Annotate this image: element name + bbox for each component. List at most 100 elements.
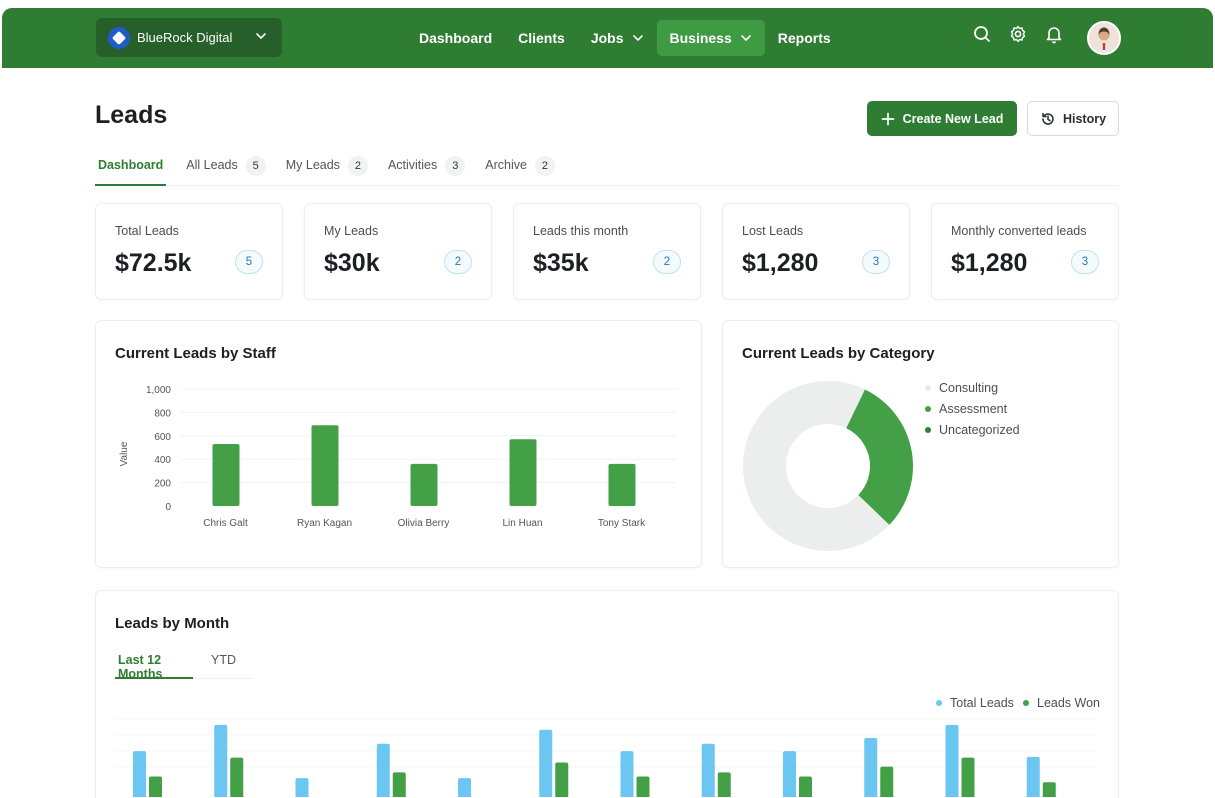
legend-dot — [925, 427, 931, 433]
bar — [392, 772, 406, 797]
x-tick-label: Olivia Berry — [398, 518, 450, 529]
donut-slice — [743, 381, 890, 551]
tab-activities[interactable]: Activities 3 — [387, 152, 466, 186]
legend-label: Uncategorized — [939, 423, 1020, 437]
bar — [509, 439, 537, 506]
main-nav: Dashboard Clients Jobs Business Reports — [406, 18, 844, 58]
month-chart-title: Leads by Month — [115, 615, 230, 632]
nav-dashboard[interactable]: Dashboard — [406, 20, 505, 56]
y-tick-label: 200 — [154, 479, 171, 490]
nav-business[interactable]: Business — [656, 20, 765, 56]
legend-label: Leads Won — [1037, 696, 1101, 710]
stat-label: Leads this month — [533, 224, 629, 238]
chevron-down-icon — [632, 35, 643, 42]
organization-switcher[interactable]: BlueRock Digital — [96, 18, 282, 57]
bell-icon[interactable] — [1044, 24, 1064, 44]
stat-badge: 2 — [653, 250, 681, 274]
category-chart-title: Current Leads by Category — [742, 345, 935, 362]
legend-item-uncategorized: Uncategorized — [925, 423, 1020, 437]
stat-badge: 3 — [862, 250, 890, 274]
bar — [799, 776, 812, 797]
stat-value: $30k — [324, 249, 380, 277]
stat-badge: 2 — [444, 250, 472, 274]
tab-count-badge: 5 — [245, 156, 266, 176]
tab-ytd[interactable]: YTD — [211, 653, 236, 667]
x-tick-label: Tony Stark — [598, 518, 646, 529]
bar — [620, 751, 634, 797]
tab-all-leads[interactable]: All Leads 5 — [186, 152, 266, 186]
bar — [230, 757, 244, 797]
x-tick-label: Lin Huan — [502, 518, 542, 529]
period-tabs: Last 12 Months YTD — [115, 649, 254, 681]
tab-last-12-months[interactable]: Last 12 Months — [115, 649, 193, 681]
leads-by-category-card: Current Leads by Category Consulting Ass… — [722, 320, 1119, 568]
legend-item-consulting: Consulting — [925, 381, 998, 395]
user-avatar[interactable] — [1087, 21, 1121, 55]
nav-clients[interactable]: Clients — [505, 20, 578, 56]
bar — [410, 463, 438, 506]
bar — [1042, 782, 1056, 797]
nav-jobs-label: Jobs — [590, 30, 624, 46]
history-button[interactable]: History — [1027, 101, 1119, 136]
stat-badge: 5 — [235, 250, 263, 274]
tab-dashboard[interactable]: Dashboard — [95, 152, 167, 186]
gear-icon[interactable] — [1008, 24, 1028, 44]
stat-card-leads-this-month: Leads this month $35k 2 — [513, 203, 701, 300]
bar — [636, 776, 650, 797]
tab-archive-label: Archive — [485, 158, 527, 172]
plus-icon — [881, 112, 894, 125]
legend-dot — [1023, 700, 1029, 706]
stat-value: $1,280 — [951, 249, 1028, 277]
tab-activities-label: Activities — [387, 158, 438, 172]
search-icon[interactable] — [972, 24, 992, 44]
staff-bar-chart: 0 200 400 600 800 1,000 Value Chris Galt Ryan Ka… — [119, 385, 676, 529]
monthly-bar-chart — [116, 718, 1096, 797]
bar — [880, 766, 894, 797]
stat-card-my-leads: My Leads $30k 2 — [304, 203, 492, 300]
legend-dot — [936, 700, 942, 706]
tab-count-badge: 3 — [445, 156, 466, 176]
bar — [458, 778, 471, 797]
nav-jobs[interactable]: Jobs — [578, 20, 657, 56]
bar — [295, 778, 309, 797]
legend-label: Consulting — [939, 381, 999, 395]
bar — [539, 729, 553, 797]
nav-reports-label: Reports — [777, 30, 831, 46]
nav-business-label: Business — [669, 30, 732, 46]
bar — [945, 724, 959, 797]
stat-card-lost-leads: Lost Leads $1,280 3 — [722, 203, 910, 300]
legend-item-leads-won: Leads Won — [1023, 696, 1100, 710]
y-tick-label: 600 — [154, 432, 171, 443]
user-photo-icon — [1089, 23, 1119, 53]
legend-dot — [925, 406, 931, 412]
tab-archive[interactable]: Archive 2 — [485, 152, 555, 186]
tab-my-leads[interactable]: My Leads 2 — [286, 152, 368, 186]
bar — [214, 724, 228, 797]
history-label: History — [1062, 111, 1107, 126]
bar — [555, 762, 569, 797]
bar — [864, 737, 878, 797]
bar — [961, 757, 975, 797]
tab-count-badge: 2 — [534, 156, 555, 176]
nav-clients-label: Clients — [518, 30, 565, 46]
staff-chart-title: Current Leads by Staff — [115, 345, 276, 362]
nav-reports[interactable]: Reports — [765, 20, 844, 56]
bar — [608, 463, 636, 506]
legend-item-assessment: Assessment — [925, 402, 1007, 416]
bar — [376, 743, 390, 797]
create-new-lead-button[interactable]: Create New Lead — [867, 101, 1017, 136]
stat-card-total-leads: Total Leads $72.5k 5 — [95, 203, 283, 300]
create-new-lead-label: Create New Lead — [902, 111, 1004, 126]
y-tick-label: 1,000 — [146, 385, 171, 396]
legend-label: Total Leads — [950, 696, 1014, 710]
tab-all-leads-label: All Leads — [186, 158, 238, 172]
y-tick-label: 0 — [165, 502, 171, 513]
bar — [717, 772, 731, 797]
y-tick-label: 800 — [154, 408, 171, 419]
page-title: Leads — [95, 101, 168, 129]
chevron-down-icon — [740, 35, 751, 42]
stat-value: $35k — [533, 249, 589, 277]
leads-by-month-card: Leads by Month Last 12 Months YTD Total … — [95, 590, 1119, 798]
stat-label: Monthly converted leads — [951, 224, 1087, 238]
